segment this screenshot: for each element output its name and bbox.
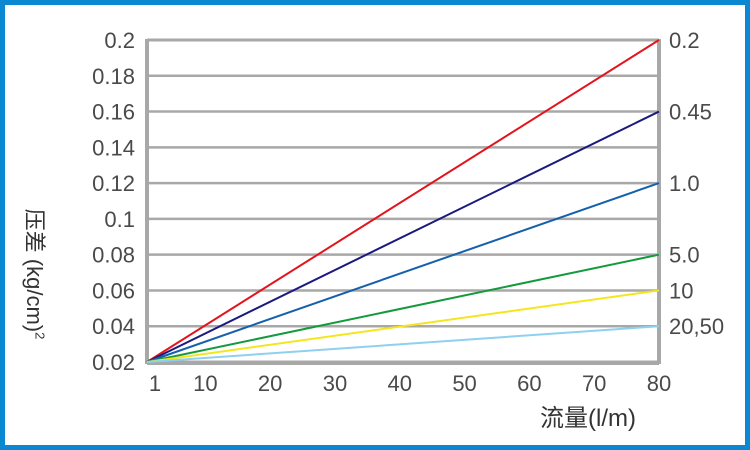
y-tick-label: 0.06 xyxy=(92,278,135,303)
x-axis-label: 流量(l/m) xyxy=(540,405,636,432)
y-tick-label: 0.1 xyxy=(104,207,135,232)
y-axis-label-sup: 2 xyxy=(32,332,48,340)
y-tick-label: 0.18 xyxy=(92,64,135,89)
series-line-10 xyxy=(146,289,660,363)
series-label: 0.45 xyxy=(669,100,712,125)
series-line-20-50 xyxy=(146,325,660,363)
x-tick-label: 80 xyxy=(647,371,671,396)
y-tick-label: 0.2 xyxy=(104,28,135,53)
series-line-0-2 xyxy=(146,39,660,363)
x-tick-label: 50 xyxy=(452,371,476,396)
series-label: 20,50 xyxy=(669,314,724,339)
y-tick-label: 0.12 xyxy=(92,171,135,196)
x-tick-label: 1 xyxy=(149,371,161,396)
x-tick-label: 60 xyxy=(517,371,541,396)
x-tick-label: 30 xyxy=(323,371,347,396)
y-tick-label: 0.02 xyxy=(92,350,135,375)
series-line-5-0 xyxy=(146,253,660,363)
series-label: 5.0 xyxy=(669,243,700,268)
y-tick-label: 0.08 xyxy=(92,243,135,268)
y-axis-label-text: 压差 (kg/cm) xyxy=(22,208,47,333)
x-tick-label: 10 xyxy=(193,371,217,396)
y-axis-label: 压差 (kg/cm)2 xyxy=(20,174,52,374)
series-label: 0.2 xyxy=(669,28,700,53)
series-line-0-45 xyxy=(146,110,660,363)
series-line-1-0 xyxy=(146,182,660,363)
y-tick-label: 0.14 xyxy=(92,135,135,160)
y-tick-label: 0.16 xyxy=(92,100,135,125)
y-tick-label: 0.04 xyxy=(92,314,135,339)
x-tick-label: 40 xyxy=(388,371,412,396)
series-label: 1.0 xyxy=(669,171,700,196)
series-label: 10 xyxy=(669,278,693,303)
x-tick-label: 70 xyxy=(582,371,606,396)
x-tick-label: 20 xyxy=(258,371,282,396)
